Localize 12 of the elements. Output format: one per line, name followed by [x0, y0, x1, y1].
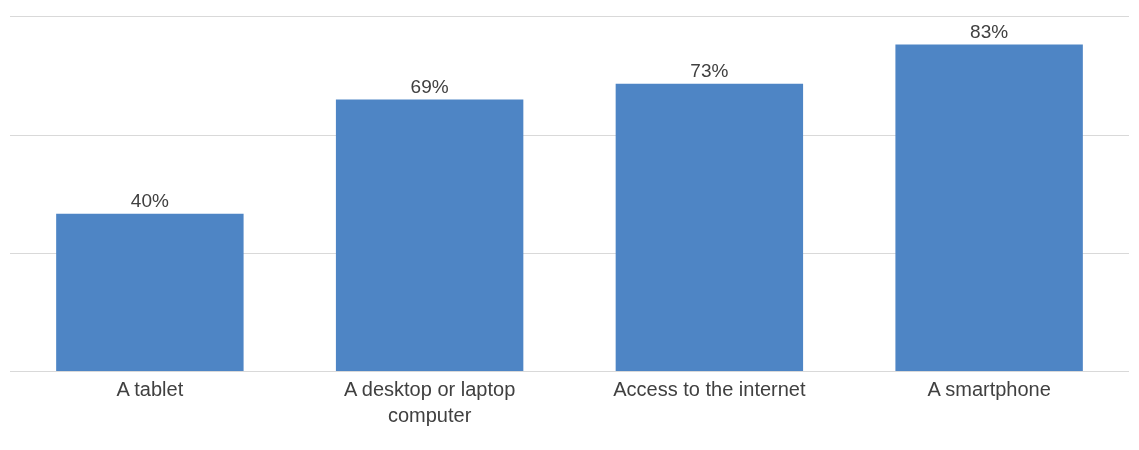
- bar: [335, 99, 524, 371]
- x-tick-label: A tablet: [116, 378, 184, 400]
- x-tick-label: Access to the internet: [613, 378, 806, 400]
- data-label: 69%: [410, 75, 449, 97]
- x-tick-label: A smartphone: [927, 378, 1051, 400]
- data-label: 83%: [970, 20, 1009, 42]
- bar: [56, 213, 244, 371]
- x-tick-label: A desktop or laptop computer: [344, 378, 516, 426]
- bar: [615, 83, 804, 371]
- bar: [895, 44, 1083, 371]
- data-label: 73%: [690, 59, 729, 81]
- data-label: 40%: [130, 189, 169, 211]
